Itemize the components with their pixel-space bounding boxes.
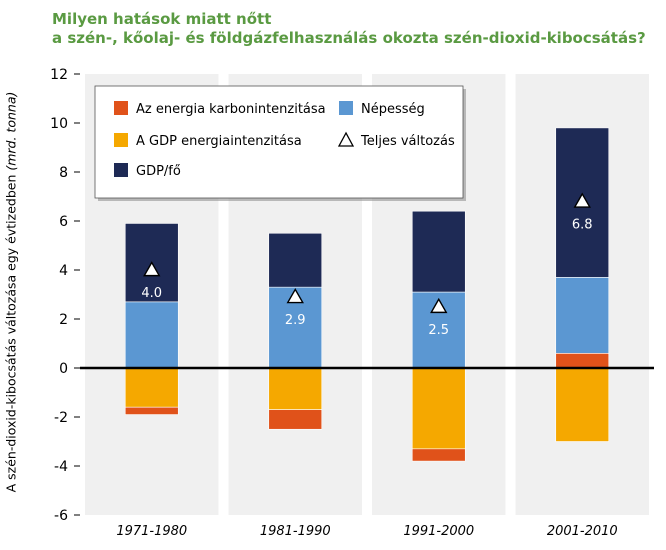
chart-title: Milyen hatások miatt nőtt a szén-, kőola… [52,10,662,48]
total-change-marker [143,261,161,277]
legend-swatch [339,101,353,115]
bar-segment [268,409,323,430]
legend-label: Népesség [361,102,425,117]
x-tick-label: 1991-2000 [403,524,474,539]
bar-segment [268,232,323,288]
y-tick-label: -4 [54,459,68,475]
bar-segment [124,406,179,415]
total-change-marker [430,297,448,314]
y-tick-label: 8 [59,165,68,181]
legend-label: A GDP energiaintenzitása [136,134,302,149]
bar-segment [411,448,466,462]
x-tick-label: 1981-1990 [260,524,331,539]
title-line-1: Milyen hatások miatt nőtt [52,10,272,28]
legend-triangle-icon [337,131,355,147]
y-tick-label: 2 [59,312,68,328]
bar-segment [124,367,179,408]
legend-label: Teljes változás [360,134,455,149]
y-tick-label: -6 [54,508,68,524]
title-line-2: a szén-, kőolaj- és földgázfelhasználás … [52,29,646,47]
total-change-label: 2.9 [285,313,306,328]
y-tick-label: 12 [50,67,68,83]
y-tick-label: -2 [54,410,68,426]
total-change-label: 6.8 [572,217,593,232]
bar-segment [555,367,610,442]
bar-segment [555,277,610,354]
y-tick-label: 0 [59,361,68,377]
bar-segment [268,367,323,410]
x-tick-label: 2001-2010 [547,524,618,539]
total-change-label: 2.5 [428,323,449,338]
total-change-label: 4.0 [141,286,162,301]
total-change-marker [573,192,591,208]
legend-swatch [114,163,128,177]
legend-swatch [114,133,128,147]
y-tick-label: 6 [59,214,68,230]
bar-segment [555,352,610,369]
y-tick-label: 4 [59,263,68,279]
legend-label: Az energia karbonintenzitása [136,102,326,117]
bar-segment [411,367,466,450]
y-tick-label: 10 [50,116,68,132]
legend-label: GDP/fő [136,164,181,179]
legend-swatch [114,101,128,115]
x-tick-label: 1971-1980 [116,524,187,539]
total-change-marker [286,288,304,304]
bar-segment [124,301,179,369]
bar-segment [411,210,466,293]
legend-box [94,85,464,199]
